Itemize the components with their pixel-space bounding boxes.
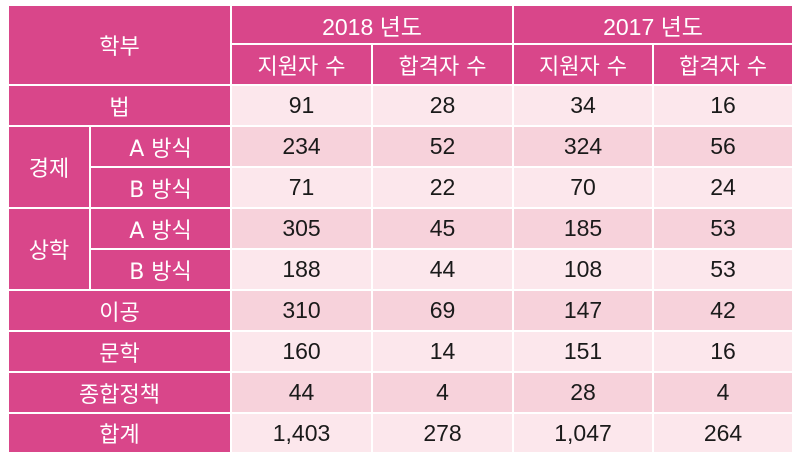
dept-group-cell: 경제: [7, 125, 91, 209]
table-row: 법 91 28 34 16: [6, 84, 795, 127]
value-cell: 185: [512, 207, 655, 250]
dept-header: 학부: [6, 4, 233, 86]
value-cell: 14: [371, 330, 515, 373]
value-cell: 42: [652, 289, 795, 332]
value-cell: 188: [230, 248, 374, 291]
admissions-table-container: 학부 2018 년도 2017 년도 지원자 수 합격자 수 지원자 수 합격자…: [6, 4, 795, 454]
value-cell: 151: [512, 330, 655, 373]
dept-group-cell: 상학: [7, 207, 91, 291]
table-row: 문학 160 14 151 16: [6, 330, 795, 373]
total-value-cell: 278: [371, 412, 515, 454]
value-cell: 45: [371, 207, 515, 250]
value-cell: 324: [512, 125, 655, 168]
table-row: 이공 310 69 147 42: [6, 289, 795, 332]
value-cell: 69: [371, 289, 515, 332]
year-header-2017: 2017 년도: [512, 4, 795, 45]
value-cell: 53: [652, 248, 795, 291]
value-cell: 108: [512, 248, 655, 291]
value-cell: 310: [230, 289, 374, 332]
value-cell: 44: [371, 248, 515, 291]
applicants-header-2018: 지원자 수: [230, 43, 374, 86]
value-cell: 91: [230, 84, 374, 127]
table-row: 상학 A 방식 305 45 185 53: [7, 207, 795, 291]
total-value-cell: 1,047: [512, 412, 655, 454]
method-cell: B 방식: [88, 248, 233, 291]
dept-cell: 법: [6, 84, 233, 127]
total-value-cell: 264: [652, 412, 795, 454]
value-cell: 234: [230, 125, 374, 168]
value-cell: 24: [652, 166, 795, 209]
accepted-header-2017: 합격자 수: [652, 43, 795, 86]
value-cell: 4: [371, 371, 515, 414]
accepted-header-2018: 합격자 수: [371, 43, 515, 86]
value-cell: 34: [512, 84, 655, 127]
value-cell: 160: [230, 330, 374, 373]
table-row: 종합정책 44 4 28 4: [6, 371, 795, 414]
value-cell: 22: [371, 166, 515, 209]
method-cell: B 방식: [88, 166, 233, 209]
dept-cell: 이공: [6, 289, 233, 332]
value-cell: 4: [652, 371, 795, 414]
method-cell: A 방식: [88, 125, 233, 168]
year-header-2018: 2018 년도: [230, 4, 515, 45]
value-cell: 305: [230, 207, 374, 250]
value-cell: 28: [371, 84, 515, 127]
total-label-cell: 합계: [6, 412, 233, 454]
value-cell: 71: [230, 166, 374, 209]
applicants-header-2017: 지원자 수: [512, 43, 655, 86]
value-cell: 70: [512, 166, 655, 209]
table-row: 경제 A 방식 234 52 324 56: [7, 125, 795, 209]
value-cell: 44: [230, 371, 374, 414]
value-cell: 52: [371, 125, 515, 168]
value-cell: 53: [652, 207, 795, 250]
table-row: B 방식 71 22 70 24: [8, 166, 795, 209]
total-row: 합계 1,403 278 1,047 264: [6, 412, 795, 454]
value-cell: 28: [512, 371, 655, 414]
value-cell: 16: [652, 84, 795, 127]
dept-cell: 종합정책: [6, 371, 233, 414]
admissions-table: 학부 2018 년도 2017 년도 지원자 수 합격자 수 지원자 수 합격자…: [6, 4, 795, 454]
dept-cell: 문학: [6, 330, 233, 373]
value-cell: 147: [512, 289, 655, 332]
value-cell: 56: [652, 125, 795, 168]
method-cell: A 방식: [88, 207, 233, 250]
total-value-cell: 1,403: [230, 412, 374, 454]
table-row: B 방식 188 44 108 53: [8, 248, 795, 291]
value-cell: 16: [652, 330, 795, 373]
